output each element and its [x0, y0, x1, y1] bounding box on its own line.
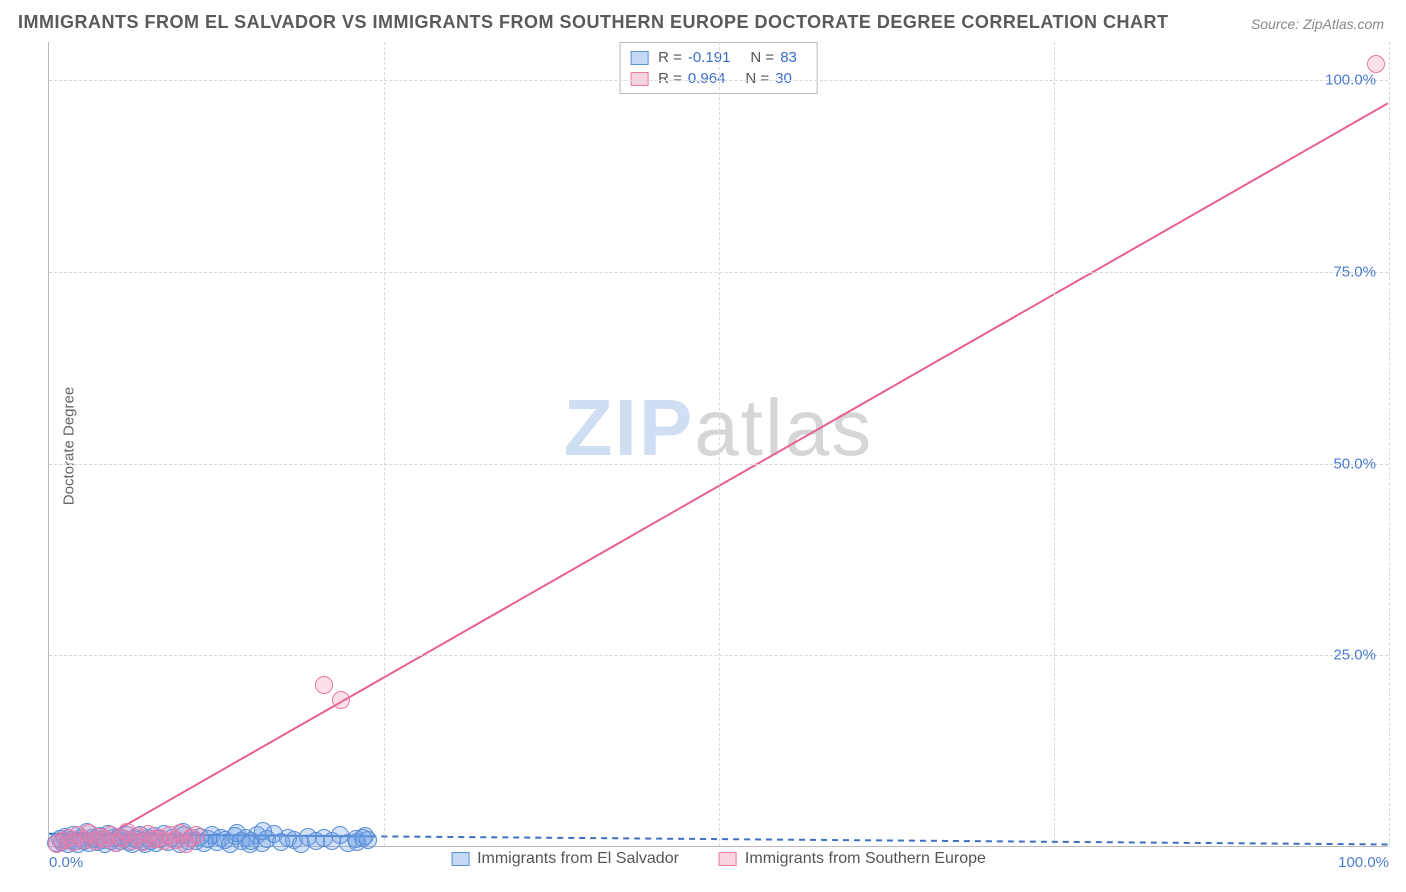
legend-label-blue: Immigrants from El Salvador [477, 850, 679, 868]
legend-item-blue: Immigrants from El Salvador [451, 850, 679, 868]
data-point-southern_europe [315, 676, 333, 694]
n-value-blue: 83 [780, 49, 797, 66]
swatch-blue [630, 51, 648, 65]
ytick-label: 75.0% [1333, 264, 1376, 281]
n-label: N = [745, 70, 769, 87]
ytick-label: 100.0% [1325, 72, 1376, 89]
legend-item-pink: Immigrants from Southern Europe [719, 850, 986, 868]
watermark-atlas: atlas [694, 383, 873, 472]
swatch-blue [451, 852, 469, 866]
n-label: N = [750, 49, 774, 66]
swatch-pink [630, 72, 648, 86]
plot-area: ZIPatlas R = -0.191 N = 83 R = 0.964 N =… [48, 42, 1388, 847]
bottom-legend: Immigrants from El Salvador Immigrants f… [451, 850, 986, 868]
data-point-el_salvador [241, 835, 259, 853]
gridline-v [1054, 42, 1055, 846]
r-label: R = [658, 70, 682, 87]
r-label: R = [658, 49, 682, 66]
data-point-southern_europe [187, 826, 205, 844]
r-value-blue: -0.191 [688, 49, 731, 66]
ytick-label: 50.0% [1333, 455, 1376, 472]
gridline-v [384, 42, 385, 846]
n-value-pink: 30 [775, 70, 792, 87]
watermark-zip: ZIP [564, 383, 694, 472]
source-label: Source: ZipAtlas.com [1251, 16, 1384, 32]
swatch-pink [719, 852, 737, 866]
xtick-label: 100.0% [1338, 854, 1389, 871]
ytick-label: 25.0% [1333, 647, 1376, 664]
data-point-southern_europe [332, 691, 350, 709]
gridline-v [1389, 42, 1390, 846]
legend-label-pink: Immigrants from Southern Europe [745, 850, 986, 868]
chart-title: IMMIGRANTS FROM EL SALVADOR VS IMMIGRANT… [18, 12, 1169, 33]
xtick-label: 0.0% [49, 854, 83, 871]
data-point-el_salvador [359, 831, 377, 849]
data-point-el_salvador [254, 822, 272, 840]
gridline-v [719, 42, 720, 846]
data-point-southern_europe [1367, 55, 1385, 73]
